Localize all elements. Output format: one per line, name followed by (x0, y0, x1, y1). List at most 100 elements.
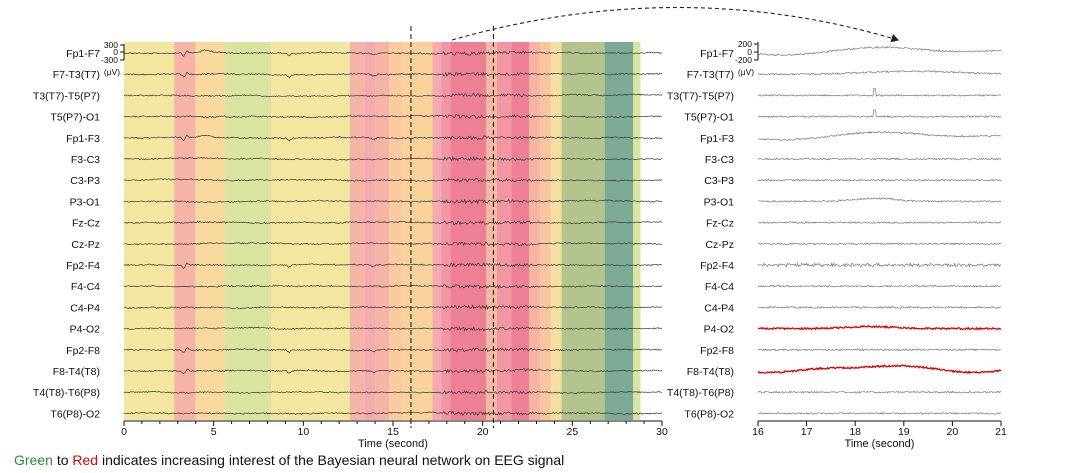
left-trace-11 (123, 284, 662, 290)
right-channel-label-12: C4-P4 (704, 302, 734, 314)
figure-caption: Green to Red indicates increasing intere… (14, 452, 564, 468)
attention-band-9 (403, 42, 433, 420)
right-channel-label-6: C3-P3 (704, 175, 734, 187)
right-trace-11 (757, 284, 1002, 288)
right-x-tick-label-19: 19 (898, 426, 910, 438)
left-trace-14 (123, 347, 663, 354)
attention-band-13 (486, 42, 498, 420)
caption-text: indicates increasing interest of the Bay… (101, 452, 565, 468)
right-channel-label-8: Fz-Cz (706, 218, 734, 230)
right-channel-label-14: Fp2-F8 (700, 345, 734, 357)
attention-band-21 (633, 42, 641, 420)
left-trace-6 (123, 177, 663, 183)
attention-band-18 (550, 42, 562, 420)
left-channel-label-6: C3-P3 (70, 175, 100, 187)
right-channel-label-1: F7-T3(T7) (687, 69, 734, 81)
attention-band-8 (389, 42, 404, 420)
right-scale-unit: (μV) (738, 67, 754, 77)
left-trace-17 (123, 410, 663, 416)
left-channel-label-5: F3-C3 (71, 154, 100, 166)
right-trace-5 (758, 157, 1002, 161)
left-trace-7 (123, 198, 663, 205)
attention-band-14 (497, 42, 512, 420)
attention-band-10 (432, 42, 442, 420)
attention-band-5 (349, 42, 365, 420)
right-x-tick-label-16: 16 (752, 426, 764, 438)
left-channel-label-0: Fp1-F7 (66, 48, 100, 60)
left-scale-label-1: 0 (113, 47, 118, 57)
left-x-axis: 0 5 10 15 20 25 30 Time (second) (121, 420, 668, 450)
right-trace-2 (757, 87, 1002, 98)
attention-band-0 (124, 42, 175, 420)
left-channel-label-9: Cz-Pz (71, 239, 100, 251)
right-trace-12 (757, 305, 1001, 309)
left-channel-label-17: T6(P8)-O2 (50, 408, 100, 420)
left-channel-label-15: F8-T4(T8) (53, 366, 100, 378)
right-trace-3 (757, 109, 1002, 119)
attention-band-4 (271, 42, 350, 420)
left-channel-label-1: F7-T3(T7) (53, 69, 100, 81)
right-trace-9 (757, 242, 1002, 246)
attention-band-17 (540, 42, 551, 420)
attention-band-2 (195, 42, 225, 420)
right-trace-7 (757, 197, 1002, 203)
left-trace-8 (123, 220, 663, 226)
right-x-tick-label-17: 17 (801, 426, 813, 438)
left-trace-16 (123, 389, 663, 395)
right-channel-label-15: F8-T4(T8) (687, 366, 734, 378)
left-eeg-panel: Fp1-F7 F7-T3(T7) T3(T7)-T5(P7) T5(P7)-O1 Fp1… (33, 26, 668, 450)
left-trace-0 (123, 49, 663, 57)
attention-band-3 (224, 42, 272, 420)
left-channel-label-7: P3-O1 (70, 196, 101, 208)
zoom-arrow (451, 6, 900, 43)
left-channel-label-10: Fp2-F4 (66, 260, 100, 272)
left-trace-2 (123, 92, 663, 98)
left-trace-9 (123, 241, 663, 247)
left-trace-10 (123, 261, 662, 269)
right-trace-1 (757, 70, 1002, 76)
right-channel-label-16: T4(T8)-T6(P8) (667, 387, 734, 399)
left-trace-15 (123, 368, 663, 374)
left-trace-4 (123, 134, 663, 142)
attention-band-6 (364, 42, 376, 420)
attention-band-15 (511, 42, 530, 420)
left-scale-label-0: 300 (104, 40, 118, 50)
left-trace-5 (123, 156, 663, 162)
left-trace-3 (123, 114, 663, 119)
left-trace-12 (123, 304, 663, 311)
right-eeg-panel: Fp1-F7 F7-T3(T7) T3(T7)-T5(P7) T5(P7)-O1 Fp1… (667, 39, 1007, 450)
right-x-tick-label-18: 18 (849, 426, 861, 438)
attention-band-7 (375, 42, 390, 420)
left-x-tick-label-25: 25 (566, 426, 578, 438)
left-scale-label-2: -300 (101, 55, 118, 65)
right-scale-label-1: 0 (747, 47, 752, 57)
caption-to-word: to (56, 452, 69, 468)
right-channel-label-2: T3(T7)-T5(P7) (667, 90, 734, 102)
left-x-tick-label-0: 0 (121, 426, 127, 438)
right-channel-label-3: T5(P7)-O1 (684, 112, 734, 124)
attention-bands (124, 42, 641, 420)
right-trace-16 (757, 390, 1002, 394)
right-scale-label-0: 200 (738, 39, 752, 49)
right-channel-label-0: Fp1-F7 (700, 48, 734, 60)
right-trace-0 (757, 46, 1001, 57)
right-x-axis-title: Time (second) (845, 438, 915, 450)
highlight-window (410, 26, 494, 428)
right-trace-13 (757, 324, 1002, 331)
right-channel-label-10: Fp2-F4 (700, 260, 734, 272)
left-channel-label-3: T5(P7)-O1 (50, 112, 100, 124)
attention-band-12 (450, 42, 487, 420)
right-channel-label-17: T6(P8)-O2 (684, 408, 734, 420)
right-channel-label-11: F4-C4 (705, 281, 734, 293)
right-channel-label-5: F3-C3 (705, 154, 734, 166)
right-scale-label-2: -200 (735, 55, 752, 65)
attention-band-16 (529, 42, 541, 420)
left-channel-label-13: P4-O2 (70, 324, 101, 336)
left-channel-label-12: C4-P4 (70, 302, 100, 314)
caption-green-word: Green (14, 452, 53, 468)
left-trace-13 (123, 326, 663, 332)
left-x-tick-label-15: 15 (387, 426, 399, 438)
